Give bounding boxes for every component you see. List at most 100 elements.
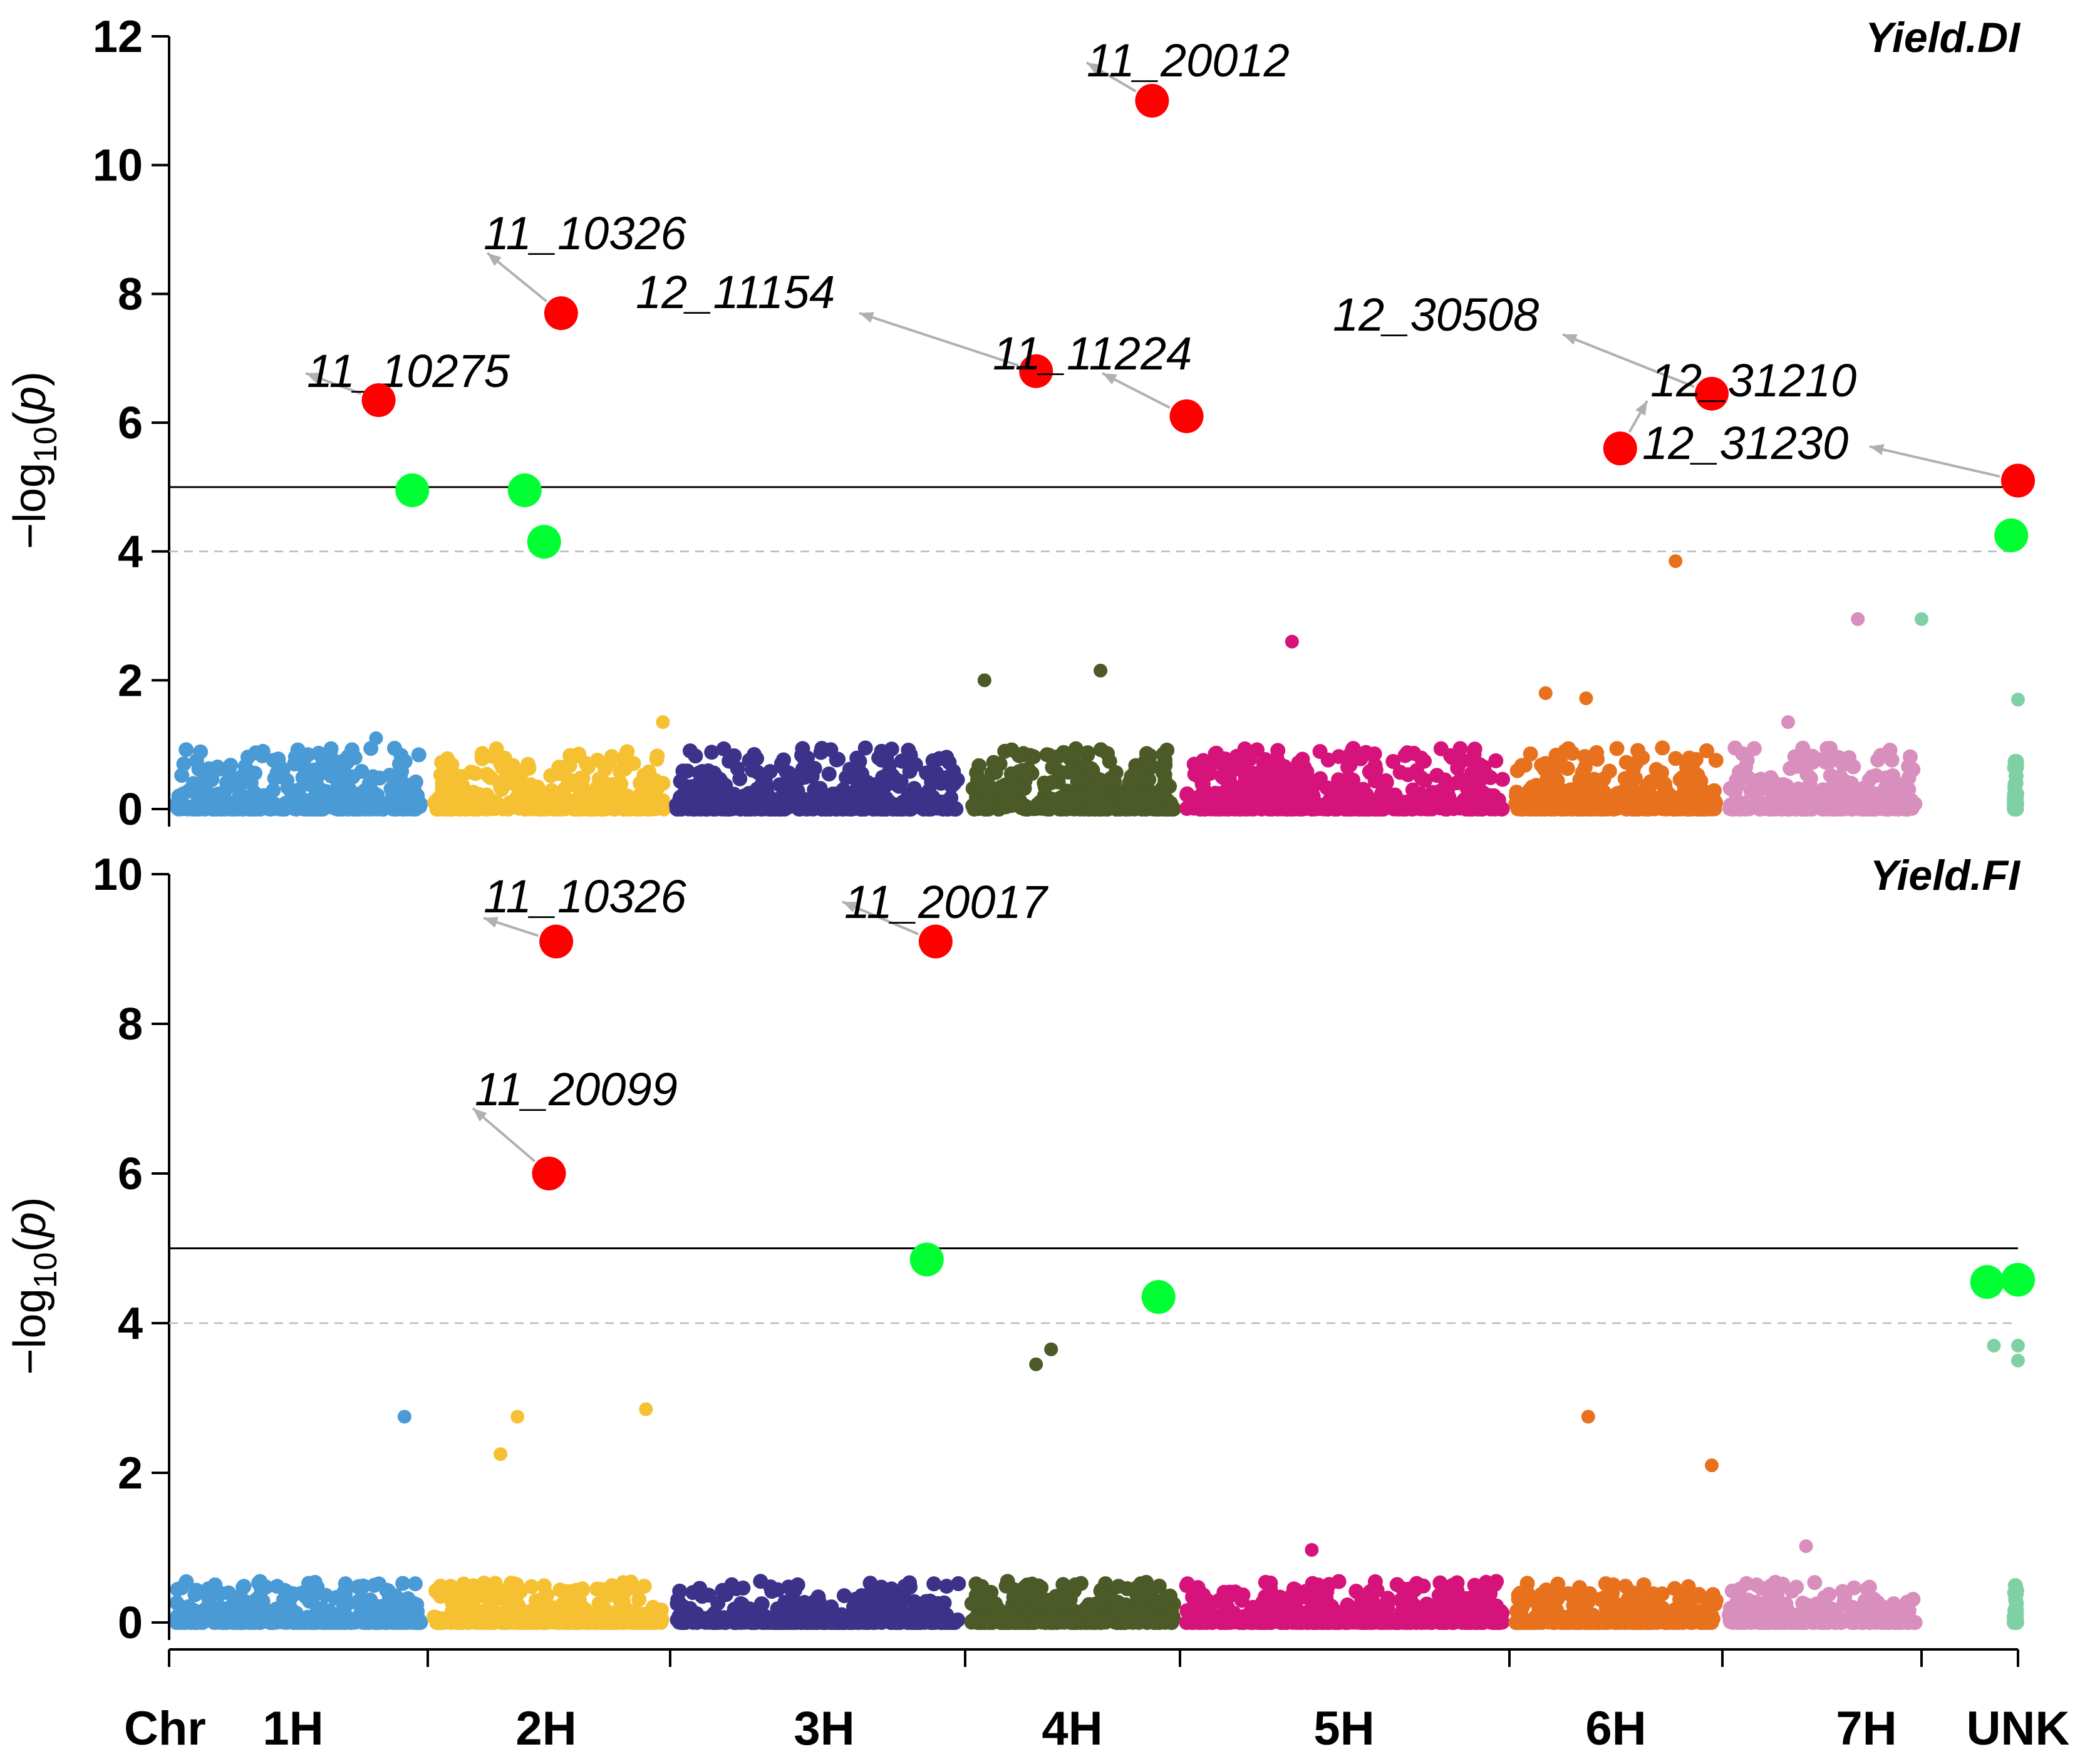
background-point xyxy=(589,753,605,768)
background-point xyxy=(498,1582,514,1598)
background-point xyxy=(174,768,190,783)
background-point xyxy=(906,1594,922,1609)
background-point xyxy=(1647,1614,1662,1629)
background-point xyxy=(1248,1610,1264,1626)
background-point xyxy=(1598,1614,1613,1629)
background-point xyxy=(571,1592,587,1608)
background-point xyxy=(363,798,379,814)
background-point xyxy=(1028,1612,1044,1627)
background-point xyxy=(733,802,748,817)
background-point xyxy=(983,793,998,808)
background-point xyxy=(1696,784,1712,799)
background-point xyxy=(1902,749,1918,765)
background-point xyxy=(878,1593,894,1609)
background-point xyxy=(617,761,633,776)
background-point xyxy=(1151,1579,1167,1594)
background-point xyxy=(1746,741,1762,756)
background-point xyxy=(1645,1586,1661,1602)
background-point xyxy=(742,753,757,768)
background-point xyxy=(616,798,631,813)
background-point xyxy=(510,1586,525,1601)
background-point xyxy=(1162,1588,1178,1604)
background-point xyxy=(430,800,446,816)
background-point xyxy=(693,802,708,817)
background-point xyxy=(685,1614,701,1630)
background-point xyxy=(299,1614,314,1630)
background-point xyxy=(613,776,629,792)
background-point xyxy=(1471,788,1487,803)
background-point xyxy=(1807,1575,1823,1591)
background-point xyxy=(672,1583,688,1599)
background-point xyxy=(970,795,985,811)
background-point xyxy=(1094,1582,1109,1598)
background-point xyxy=(859,788,874,804)
background-point xyxy=(748,786,763,802)
background-point xyxy=(1478,1574,1494,1590)
background-point xyxy=(315,753,331,768)
background-point xyxy=(1495,771,1510,787)
background-point xyxy=(284,1602,300,1618)
background-point xyxy=(365,769,381,785)
background-point xyxy=(1802,776,1818,792)
background-point xyxy=(294,1586,309,1601)
background-point xyxy=(331,1614,346,1629)
background-point xyxy=(525,801,541,817)
background-point xyxy=(857,740,873,756)
background-point xyxy=(1254,766,1270,782)
background-point xyxy=(1019,1602,1035,1617)
background-point xyxy=(1724,1583,1740,1599)
background-point xyxy=(1154,781,1170,797)
background-point xyxy=(1004,742,1020,758)
background-point xyxy=(385,1615,401,1630)
background-point xyxy=(1102,753,1117,769)
background-point xyxy=(266,783,281,798)
background-point xyxy=(773,1611,789,1627)
background-point xyxy=(1295,751,1310,767)
background-point xyxy=(622,1603,637,1619)
background-point xyxy=(688,748,703,764)
background-point xyxy=(1565,745,1580,761)
background-point xyxy=(380,1583,396,1599)
background-point xyxy=(436,775,452,790)
background-point xyxy=(1201,1612,1217,1627)
background-point xyxy=(976,781,992,797)
background-point xyxy=(1657,1615,1673,1630)
background-point xyxy=(807,761,822,776)
background-point xyxy=(882,757,898,773)
background-point xyxy=(1609,741,1625,756)
background-point xyxy=(1572,1580,1587,1596)
background-point xyxy=(234,1615,250,1630)
background-point xyxy=(1727,785,1743,800)
background-point xyxy=(951,1576,966,1591)
background-point xyxy=(551,760,567,775)
background-point xyxy=(717,1612,733,1628)
background-point xyxy=(644,781,659,797)
background-point xyxy=(1397,801,1413,817)
background-point xyxy=(1095,797,1110,812)
background-point xyxy=(1631,1587,1647,1603)
background-point xyxy=(1523,802,1539,817)
background-point xyxy=(251,1576,267,1591)
background-point xyxy=(391,756,407,771)
background-point xyxy=(203,1606,219,1621)
background-point xyxy=(653,1608,668,1624)
background-point xyxy=(176,756,192,771)
background-point xyxy=(229,1603,245,1619)
background-point xyxy=(1487,801,1503,817)
background-point xyxy=(512,797,527,812)
background-point xyxy=(562,798,578,814)
background-point xyxy=(715,800,731,815)
background-point xyxy=(1272,1608,1288,1624)
background-point xyxy=(1529,778,1544,793)
background-point xyxy=(1303,773,1319,788)
background-point xyxy=(1432,1575,1448,1591)
background-point xyxy=(1400,767,1415,783)
background-point xyxy=(550,1614,566,1630)
background-point xyxy=(670,802,685,817)
background-point xyxy=(248,745,264,761)
background-point xyxy=(1727,740,1743,756)
background-point xyxy=(1037,779,1053,795)
background-point xyxy=(411,747,427,763)
background-point xyxy=(592,1597,608,1613)
background-point xyxy=(998,799,1013,815)
